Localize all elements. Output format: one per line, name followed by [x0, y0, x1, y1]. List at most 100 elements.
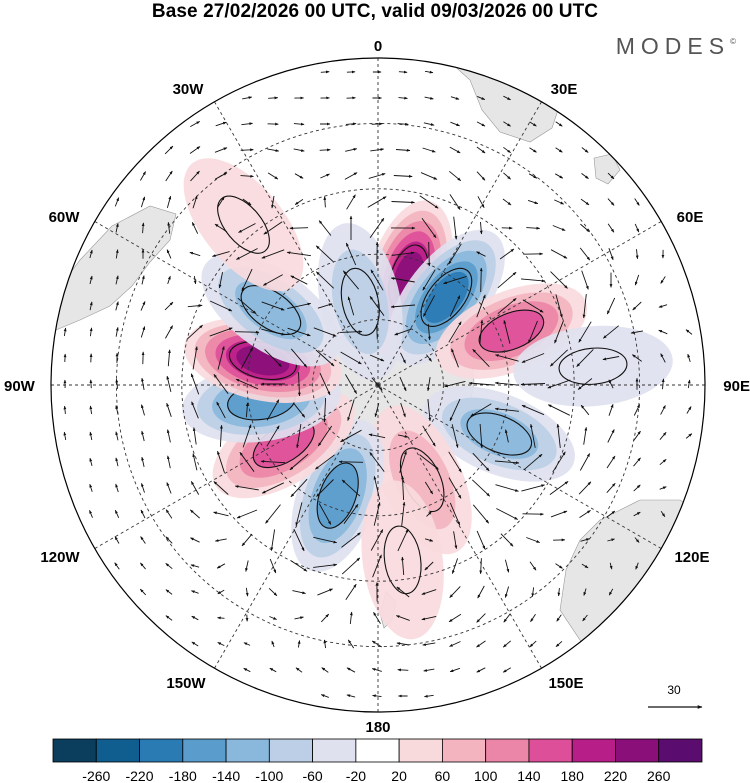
wind-vector-35 — [267, 148, 280, 152]
latitude-circle-3 — [115, 122, 641, 648]
wind-vector-410 — [555, 563, 563, 569]
wind-vector-145 — [422, 269, 436, 291]
wind-vector-243 — [444, 380, 466, 388]
wind-vector-315 — [399, 450, 407, 473]
colorbar-tick-7: 20 — [391, 768, 407, 783]
wind-vector-101 — [453, 216, 458, 240]
wind-vector-477 — [346, 694, 356, 698]
wind-vector-176 — [632, 301, 642, 311]
wind-vector-160 — [209, 300, 233, 312]
wind-vector-71 — [217, 196, 225, 208]
wind-vector-453 — [271, 640, 275, 648]
wind-vector-286 — [266, 425, 280, 447]
wind-vector-140 — [290, 275, 308, 285]
wind-vector-333 — [261, 482, 284, 494]
wind-vector-411 — [581, 563, 589, 569]
wind-vector-63 — [528, 173, 538, 179]
wind-vector-251 — [661, 378, 665, 390]
wind-vector-417 — [217, 589, 225, 595]
wind-vector-209 — [217, 346, 225, 370]
wind-vector-359 — [343, 504, 359, 524]
wind-vector-213 — [315, 349, 335, 367]
wind-vector-422 — [345, 583, 357, 601]
wind-vector-310 — [260, 460, 286, 464]
wind-vector-263 — [323, 397, 327, 423]
wind-vector-368 — [579, 510, 591, 518]
wind-vector-48 — [140, 171, 146, 181]
wind-vector-262 — [292, 402, 306, 418]
wind-vector-392 — [634, 537, 640, 543]
wind-vector-430 — [557, 588, 561, 597]
wind-vector-36 — [293, 148, 305, 152]
wind-vector-165 — [347, 296, 355, 316]
wind-vector-155 — [89, 301, 93, 311]
wind-vector-416 — [191, 590, 199, 594]
wind-vector-75 — [323, 196, 327, 208]
lon-label-90w: 90W — [4, 378, 36, 395]
wind-vector-341 — [471, 479, 491, 497]
wind-vector-375 — [190, 537, 200, 543]
wind-vector-146 — [443, 275, 467, 285]
wind-vector-53 — [267, 172, 279, 180]
graticule — [51, 58, 705, 712]
wind-vector-172 — [522, 299, 544, 313]
wind-vector-118 — [315, 245, 335, 263]
wind-vector-307 — [192, 453, 198, 471]
wind-vector-82 — [502, 198, 512, 206]
meridian-150 — [377, 384, 542, 669]
wind-vector-346 — [606, 483, 616, 493]
wind-vector-210 — [240, 347, 254, 369]
wind-vector-445 — [476, 613, 486, 623]
wind-vector-273 — [580, 404, 590, 416]
lon-label-120w: 120W — [40, 549, 80, 566]
wind-vector-191 — [394, 328, 412, 336]
wind-vector-183 — [187, 324, 203, 340]
wind-vector-136 — [193, 276, 197, 285]
wind-vector-356 — [265, 504, 281, 524]
wind-vector-137 — [218, 272, 223, 289]
wind-vector-139 — [262, 274, 283, 286]
wind-vector-336 — [341, 479, 361, 497]
wind-vector-212 — [290, 348, 308, 368]
wind-vector-57 — [368, 173, 386, 179]
wind-vector-428 — [504, 586, 510, 598]
wind-vector-377 — [241, 533, 253, 547]
wind-vector-73 — [271, 195, 275, 209]
wind-vector-16 — [190, 121, 201, 127]
wind-vector-378 — [270, 529, 276, 551]
wind-vector-279 — [89, 431, 93, 441]
wind-vector-280 — [115, 431, 119, 441]
wind-vector-30 — [555, 121, 563, 127]
wind-vector-121 — [391, 251, 415, 256]
wind-vector-193 — [448, 321, 462, 343]
wind-vector-343 — [521, 484, 545, 492]
wind-vector-84 — [554, 199, 565, 205]
wind-vector-247 — [547, 379, 571, 389]
wind-vector-182 — [165, 325, 173, 339]
wind-vector-289 — [340, 429, 362, 443]
wind-vector-34 — [240, 148, 254, 152]
wind-vector-385 — [453, 531, 458, 550]
wind-vector-325 — [659, 458, 667, 466]
wind-vector-116 — [261, 249, 285, 259]
wind-vector-214 — [340, 351, 362, 365]
wind-vector-199 — [603, 325, 619, 339]
wind-vector-450 — [191, 641, 199, 647]
wind-vector-461 — [476, 640, 486, 648]
wind-vector-90 — [167, 221, 171, 234]
lon-label-0: 0 — [374, 38, 382, 55]
wind-vector-173 — [555, 294, 563, 318]
wind-vector-381 — [341, 532, 361, 548]
wind-vector-314 — [369, 452, 385, 472]
wind-vector-348 — [659, 486, 667, 490]
latitude-circle-1 — [246, 253, 510, 517]
wind-vector-200 — [630, 330, 644, 334]
wind-vector-85 — [580, 198, 590, 206]
wind-vector-401 — [313, 563, 338, 568]
wind-vector-190 — [375, 324, 379, 340]
wind-vector-473 — [449, 667, 461, 673]
wind-vector-391 — [607, 538, 615, 542]
wind-vector-33 — [214, 147, 228, 153]
anomaly-12-contour — [558, 347, 628, 385]
wind-vector-476 — [320, 694, 329, 698]
